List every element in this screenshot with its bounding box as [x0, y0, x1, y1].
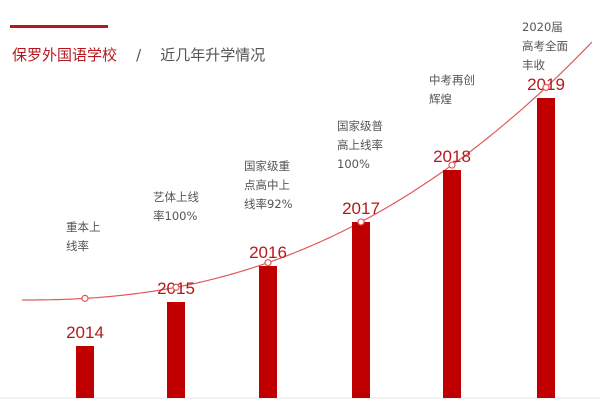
- bars-group: [76, 98, 555, 398]
- bar-2017: [352, 222, 370, 398]
- annotation-line: 中考再创: [429, 73, 475, 87]
- year-labels-group: 201420152016201720182019: [66, 75, 565, 342]
- annotation-line: 率100%: [153, 209, 197, 223]
- annotation-2015: 艺体上线率100%: [153, 190, 199, 223]
- annotation-2014: 重本上线率: [66, 220, 101, 253]
- trend-marker-2017: [357, 218, 365, 226]
- annotation-line: 丰收: [522, 58, 545, 72]
- annotation-line: 线率: [66, 239, 89, 253]
- trend-markers-group: [81, 83, 550, 302]
- bar-2018: [443, 170, 461, 398]
- annotation-line: 国家级重: [244, 159, 290, 173]
- header-accent-line: [10, 25, 108, 28]
- year-label-2014: 2014: [66, 323, 104, 342]
- annotation-line: 高考全面: [522, 39, 568, 53]
- title-separator: /: [136, 46, 142, 64]
- school-name: 保罗外国语学校: [12, 46, 117, 64]
- trend-marker-2015: [172, 283, 180, 291]
- annotation-2016: 国家级重点高中上线率92%: [244, 159, 293, 211]
- year-label-2016: 2016: [249, 243, 287, 262]
- bar-2015: [167, 302, 185, 398]
- annotation-line: 辉煌: [429, 92, 452, 106]
- bar-2019: [537, 98, 555, 398]
- trend-marker-2014: [81, 294, 89, 302]
- year-label-2018: 2018: [433, 147, 471, 166]
- bar-2016: [259, 266, 277, 398]
- annotation-line: 100%: [337, 157, 370, 171]
- page-title: 保罗外国语学校 / 近几年升学情况: [12, 45, 265, 64]
- annotation-2018: 中考再创辉煌: [429, 73, 475, 106]
- annotation-line: 高上线率: [337, 138, 383, 152]
- annotation-line: 重本上: [66, 220, 101, 234]
- annotation-line: 点高中上: [244, 178, 290, 192]
- trend-curve: [22, 41, 593, 301]
- year-label-2017: 2017: [342, 199, 380, 218]
- annotation-2019: 2020届高考全面丰收: [522, 20, 568, 72]
- annotation-line: 2020届: [522, 20, 563, 34]
- chart-subtitle: 近几年升学情况: [160, 46, 265, 64]
- trend-marker-2019: [542, 83, 550, 91]
- annotation-2017: 国家级普高上线率 100%: [337, 119, 383, 171]
- trend-marker-2018: [448, 161, 456, 169]
- trend-marker-2016: [264, 259, 272, 267]
- bar-2014: [76, 346, 94, 398]
- annotation-line: 国家级普: [337, 119, 383, 133]
- annotations-group: 重本上线率 艺体上线率100% 国家级重点高中上线率92% 国家级普高上线率 100% 中…: [66, 20, 568, 253]
- annotation-line: 艺体上线: [153, 190, 199, 204]
- annotation-line: 线率92%: [244, 197, 293, 211]
